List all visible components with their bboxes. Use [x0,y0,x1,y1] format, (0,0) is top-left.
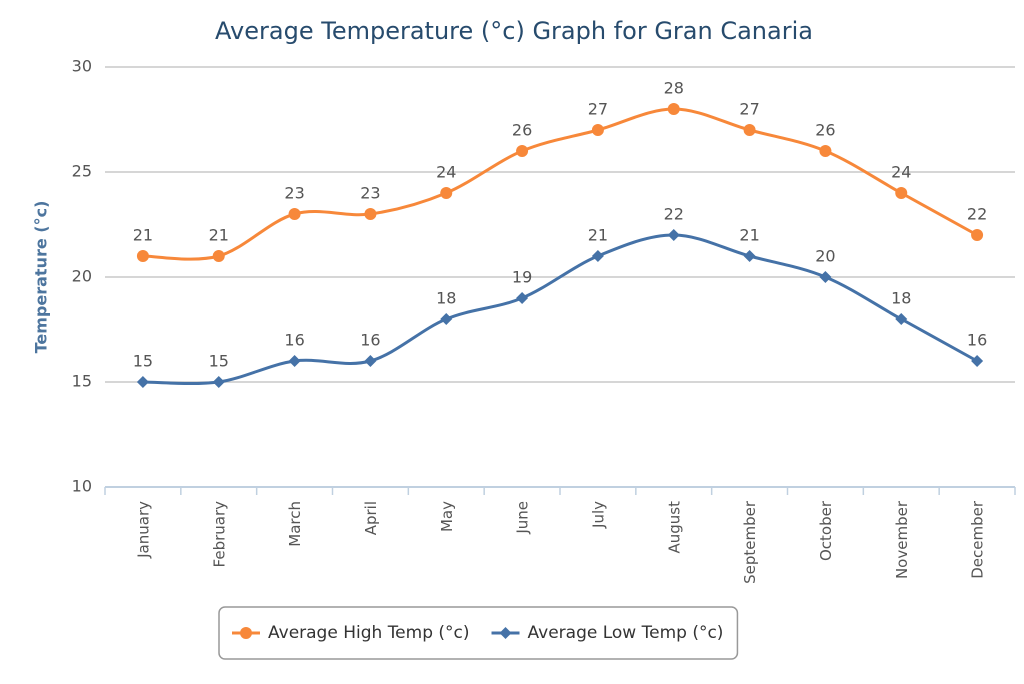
data-label: 20 [815,247,835,266]
x-tick-label: July [589,501,607,529]
marker [136,376,149,388]
marker [440,313,453,325]
marker [743,124,756,136]
data-label: 28 [664,79,684,98]
data-label: 16 [360,331,380,350]
x-tick-label: June [514,501,532,535]
y-tick-label: 20 [72,267,92,286]
marker [819,145,832,157]
x-tick-label: August [665,501,683,554]
marker [240,627,252,639]
marker [819,271,832,283]
y-tick-label: 30 [72,57,92,76]
marker [516,145,529,157]
data-label: 16 [284,331,304,350]
data-label: 22 [664,205,684,224]
x-tick-label: November [893,500,911,579]
y-axis-title: Temperature (°c) [32,201,51,354]
data-label: 21 [588,226,608,245]
marker [136,250,149,262]
data-label: 16 [967,331,987,350]
marker [288,355,301,367]
y-tick-label: 25 [72,162,92,181]
data-label: 22 [967,205,987,224]
y-tick-label: 15 [72,372,92,391]
x-tick-label: October [817,500,835,561]
marker [440,187,453,199]
marker [971,355,984,367]
marker [895,313,908,325]
data-label: 27 [588,100,608,119]
x-tick-label: December [969,500,987,579]
data-label: 18 [891,289,911,308]
marker [499,627,512,639]
marker [212,376,225,388]
data-label: 23 [360,184,380,203]
marker [667,229,680,241]
data-label: 15 [133,352,153,371]
marker [667,103,680,115]
data-label: 21 [209,226,229,245]
series-line [142,233,978,386]
x-tick-label: March [286,501,304,547]
x-tick-label: April [362,501,380,535]
marker [971,229,984,241]
data-label: 26 [815,121,835,140]
chart-title: Average Temperature (°c) Graph for Gran … [215,17,813,45]
marker [591,250,604,262]
marker [743,250,756,262]
x-tick-label: February [210,501,228,568]
data-label: 21 [739,226,759,245]
marker [288,208,301,220]
data-label: 24 [891,163,911,182]
data-label: 26 [512,121,532,140]
legend-box [218,606,739,660]
marker [364,355,377,367]
data-label: 21 [133,226,153,245]
legend-label: Average Low Temp (°c) [528,623,724,643]
data-label: 18 [436,289,456,308]
series-line [142,107,978,261]
legend-label: Average High Temp (°c) [268,623,470,643]
x-tick-label: September [741,500,759,584]
legend: Average High Temp (°c) Average Low Temp (… [218,606,739,660]
marker [364,208,377,220]
x-tick-label: May [438,501,456,532]
data-label: 24 [436,163,456,182]
data-label: 23 [284,184,304,203]
data-label: 19 [512,268,532,287]
marker [895,187,908,199]
data-label: 27 [739,100,759,119]
x-tick-label: January [134,501,152,559]
data-label: 15 [209,352,229,371]
marker [212,250,225,262]
y-tick-label: 10 [72,477,92,496]
marker [516,292,529,304]
marker [591,124,604,136]
